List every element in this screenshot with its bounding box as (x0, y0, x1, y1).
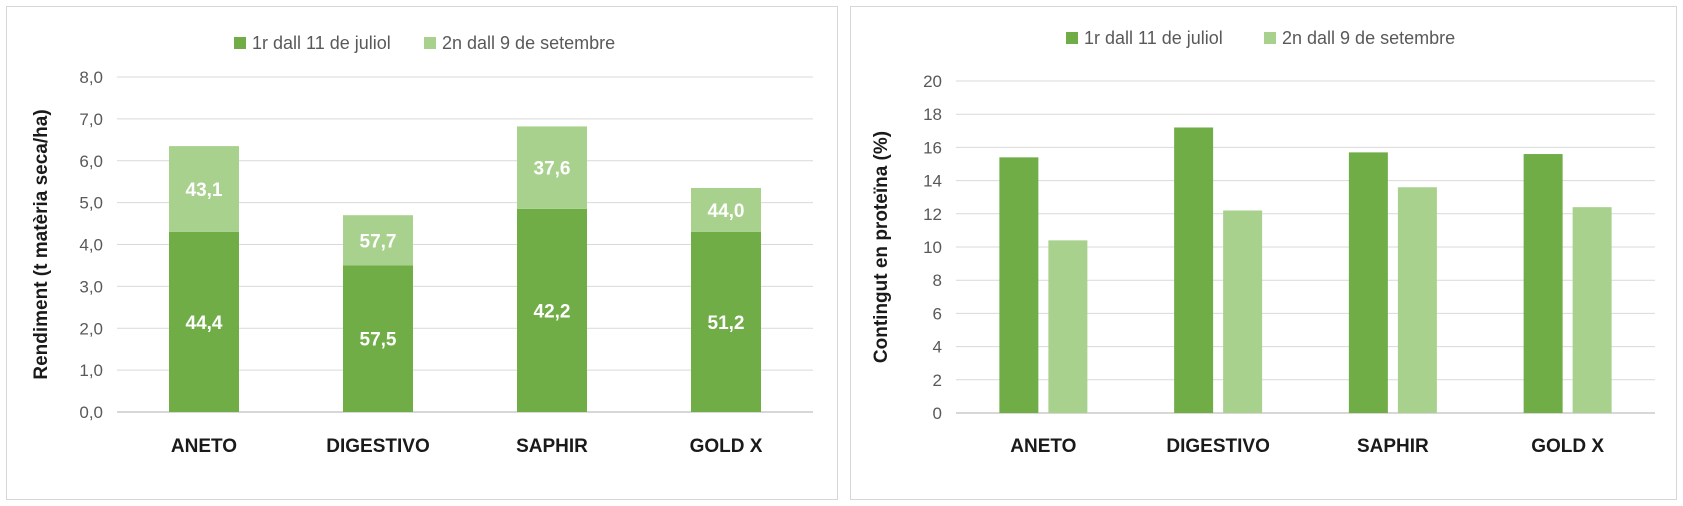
x-category-label: SAPHIR (1357, 436, 1429, 457)
x-category-label: DIGESTIVO (326, 436, 429, 457)
bar (691, 187, 761, 232)
y-tick-label: 7,0 (79, 110, 103, 129)
y-tick-label: 14 (923, 172, 942, 191)
x-category-label: SAPHIR (516, 436, 588, 457)
x-category-label: GOLD X (1531, 436, 1604, 457)
bar (343, 265, 413, 412)
data-label: 37,6 (534, 159, 571, 180)
x-category-label: ANETO (1010, 436, 1076, 457)
bar (1523, 154, 1563, 414)
y-axis-title: Contingut en proteïna (%) (871, 131, 892, 363)
bar (999, 157, 1039, 413)
legend-label: 2n dall 9 de setembre (442, 33, 615, 53)
y-tick-label: 8 (933, 271, 942, 290)
bar (691, 231, 761, 412)
legend-label: 1r dall 11 de juliol (1084, 28, 1223, 48)
y-tick-label: 4 (933, 338, 942, 357)
bar (1348, 152, 1388, 413)
data-label: 43,1 (186, 180, 223, 201)
bar (1223, 210, 1263, 413)
bar (343, 215, 413, 266)
y-tick-label: 12 (923, 205, 942, 224)
legend-swatch (424, 37, 436, 49)
bar (1572, 207, 1612, 413)
data-label: 42,2 (534, 301, 571, 322)
y-tick-label: 8,0 (79, 68, 103, 87)
protein-chart: 0 2 4 6 8 10 12 14 16 18 20 Contingut en proteïna (… (871, 28, 1655, 457)
legend-swatch (1066, 32, 1078, 44)
y-tick-label: 3,0 (79, 277, 103, 296)
y-tick-label: 6 (933, 304, 942, 323)
data-label: 57,7 (360, 231, 397, 252)
x-category-label: GOLD X (690, 436, 763, 457)
yield-chart: 0,0 1,0 2,0 3,0 4,0 5,0 6,0 7,0 8,0 Rendiment (t … (31, 33, 813, 457)
bar (1048, 240, 1088, 413)
bar (1397, 187, 1437, 413)
x-category-label: DIGESTIVO (1166, 436, 1269, 457)
y-tick-label: 16 (923, 138, 942, 157)
bar (517, 126, 587, 209)
bar (169, 146, 239, 232)
y-tick-label: 6,0 (79, 152, 103, 171)
y-tick-label: 18 (923, 105, 942, 124)
legend-swatch (1264, 32, 1276, 44)
y-tick-label: 20 (923, 72, 942, 91)
bar (517, 208, 587, 412)
protein-chart-panel: 0 2 4 6 8 10 12 14 16 18 20 Contingut en proteïna (… (850, 6, 1677, 500)
y-axis-title: Rendiment (t matèria seca/ha) (31, 109, 52, 379)
y-tick-label: 4,0 (79, 236, 103, 255)
legend-label: 1r dall 11 de juliol (252, 33, 391, 53)
y-tick-label: 0 (933, 404, 942, 423)
legend-label: 2n dall 9 de setembre (1282, 28, 1455, 48)
y-tick-label: 10 (923, 238, 942, 257)
legend-swatch (234, 37, 246, 49)
y-tick-label: 1,0 (79, 361, 103, 380)
data-label: 51,2 (708, 313, 745, 334)
x-category-label: ANETO (171, 436, 237, 457)
y-tick-label: 5,0 (79, 194, 103, 213)
yield-chart-panel: 0,0 1,0 2,0 3,0 4,0 5,0 6,0 7,0 8,0 Rendiment (t … (6, 6, 838, 500)
data-label: 57,5 (360, 330, 397, 351)
y-tick-label: 0,0 (79, 403, 103, 422)
data-label: 44,0 (708, 201, 745, 222)
y-tick-label: 2,0 (79, 319, 103, 338)
bar (1174, 127, 1214, 413)
bar (169, 231, 239, 412)
data-label: 44,4 (186, 313, 223, 334)
y-tick-label: 2 (933, 371, 942, 390)
